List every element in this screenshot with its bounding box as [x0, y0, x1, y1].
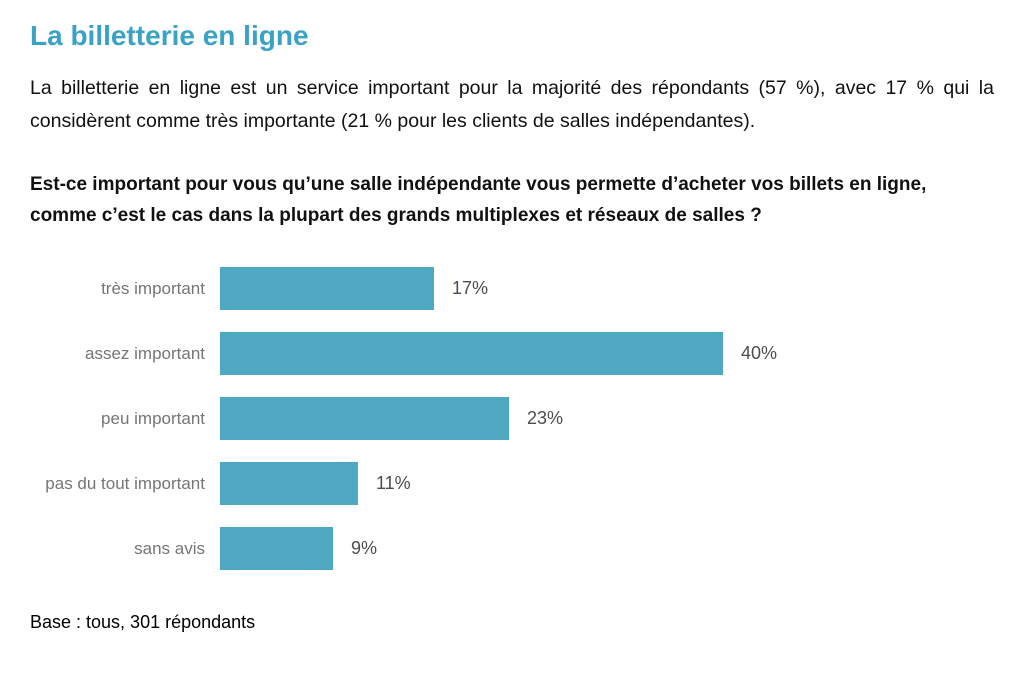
bar — [220, 267, 434, 311]
bar — [220, 462, 358, 506]
survey-question: Est-ce important pour vous qu’une salle … — [30, 174, 927, 227]
chart-row: assez important 40% — [30, 332, 994, 376]
chart-row: pas du tout important 11% — [30, 462, 994, 506]
bar-value: 40% — [741, 343, 778, 364]
bar-label: pas du tout important — [45, 473, 205, 493]
bar-value: 17% — [452, 278, 489, 299]
bar-label: peu important — [101, 408, 205, 428]
chart-row: peu important 23% — [30, 397, 994, 441]
page-content: La billetterie en ligne La billetterie e… — [30, 20, 994, 633]
bar-label: sans avis — [134, 538, 205, 558]
bar — [220, 527, 333, 571]
bar-value: 11% — [376, 473, 411, 494]
intro-paragraph: La billetterie en ligne est un service i… — [30, 77, 994, 133]
page-title: La billetterie en ligne — [30, 20, 309, 51]
chart-row: très important 17% — [30, 267, 994, 311]
bar — [220, 332, 723, 376]
base-note: Base : tous, 301 répondants — [30, 612, 256, 633]
bar-chart: très important 17% assez important 40% p… — [30, 267, 994, 571]
bar-label: assez important — [85, 343, 205, 363]
chart-row: sans avis 9% — [30, 527, 994, 571]
bar — [220, 397, 509, 441]
bar-label: très important — [101, 278, 205, 298]
bar-value: 23% — [527, 408, 564, 429]
bar-value: 9% — [351, 538, 378, 559]
